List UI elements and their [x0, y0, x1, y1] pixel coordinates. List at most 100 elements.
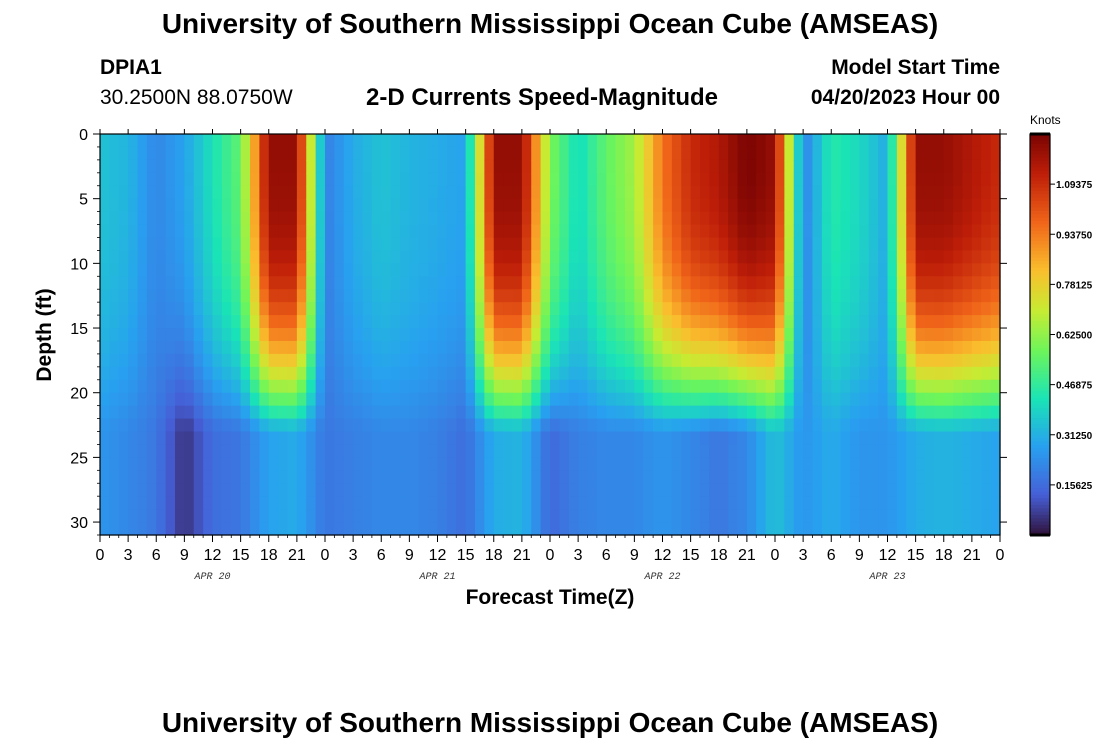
- colorbar-segment: [1030, 167, 1050, 172]
- heatmap-cell: [559, 457, 570, 471]
- heatmap-cell: [212, 146, 223, 161]
- heatmap-cell: [268, 379, 279, 394]
- heatmap-cell: [756, 250, 767, 264]
- heatmap-cell: [334, 366, 345, 381]
- heatmap-cell: [231, 185, 242, 200]
- heatmap-cell: [718, 418, 729, 433]
- heatmap-cell: [128, 146, 139, 161]
- heatmap-cell: [437, 483, 448, 497]
- heatmap-cell: [287, 263, 298, 277]
- heatmap-cell: [953, 392, 964, 407]
- heatmap-cell: [240, 159, 251, 174]
- heatmap-cell: [934, 392, 945, 407]
- heatmap-cell: [484, 379, 495, 394]
- heatmap-cell: [446, 444, 457, 458]
- heatmap-cell: [540, 276, 551, 290]
- heatmap-cell: [981, 159, 992, 174]
- heatmap-cell: [100, 431, 110, 446]
- heatmap-cell: [812, 405, 823, 420]
- heatmap-cell: [653, 444, 664, 458]
- heatmap-cell: [971, 198, 982, 213]
- heatmap-cell: [615, 146, 626, 161]
- heatmap-cell: [700, 509, 710, 523]
- heatmap-cell: [606, 237, 617, 252]
- heatmap-cell: [578, 392, 589, 407]
- heatmap-cell: [118, 289, 129, 303]
- heatmap-cell: [400, 522, 410, 536]
- heatmap-cell: [512, 418, 523, 433]
- heatmap-cell: [250, 159, 260, 174]
- heatmap-cell: [240, 431, 251, 446]
- heatmap-cell: [184, 340, 195, 355]
- heatmap-cell: [165, 522, 176, 536]
- heatmap-cell: [193, 198, 204, 213]
- colorbar-segment: [1030, 381, 1050, 386]
- heatmap-cell: [512, 366, 523, 381]
- heatmap-cell: [371, 198, 382, 213]
- heatmap-cell: [709, 457, 720, 471]
- y-tick-label: 0: [79, 127, 88, 144]
- heatmap-cell: [315, 366, 326, 381]
- heatmap-cell: [503, 185, 514, 200]
- heatmap-cell: [362, 146, 373, 161]
- heatmap-cell: [878, 392, 889, 407]
- heatmap-cell: [390, 315, 401, 329]
- heatmap-cell: [521, 366, 532, 381]
- heatmap-cell: [953, 328, 964, 342]
- heatmap-cell: [606, 379, 617, 394]
- heatmap-cell: [962, 496, 973, 510]
- heatmap-cell: [643, 457, 654, 471]
- heatmap-cell: [503, 483, 514, 497]
- heatmap-cell: [906, 134, 917, 148]
- colorbar-tick-label: 1.09375: [1056, 180, 1093, 191]
- heatmap-cell: [503, 522, 514, 536]
- heatmap-cell: [362, 366, 373, 381]
- heatmap-cell: [212, 276, 223, 290]
- heatmap-cell: [278, 405, 289, 420]
- heatmap-cell: [596, 483, 607, 497]
- heatmap-cell: [287, 379, 298, 394]
- heatmap-cell: [578, 431, 589, 446]
- heatmap-cell: [746, 379, 757, 394]
- heatmap-cell: [775, 340, 785, 355]
- heatmap-cell: [812, 134, 823, 148]
- heatmap-cell: [784, 172, 795, 187]
- heatmap-cell: [671, 198, 682, 213]
- heatmap-cell: [709, 263, 720, 277]
- heatmap-cell: [568, 457, 579, 471]
- heatmap-cell: [821, 328, 832, 342]
- heatmap-cell: [953, 211, 964, 226]
- colorbar-segment: [1030, 244, 1050, 249]
- heatmap-cell: [700, 379, 710, 394]
- heatmap-cell: [681, 509, 692, 523]
- heatmap-cell: [418, 250, 429, 264]
- heatmap-cell: [859, 315, 870, 329]
- heatmap-cell: [137, 159, 148, 174]
- heatmap-cell: [343, 146, 354, 161]
- heatmap-cell: [503, 379, 514, 394]
- heatmap-cell: [671, 250, 682, 264]
- heatmap-cell: [465, 172, 476, 187]
- heatmap-cell: [381, 237, 392, 252]
- heatmap-cell: [887, 224, 898, 239]
- heatmap-cell: [775, 250, 785, 264]
- heatmap-cell: [475, 315, 485, 329]
- heatmap-cell: [353, 276, 364, 290]
- heatmap-cell: [625, 172, 635, 187]
- heatmap-cell: [540, 250, 551, 264]
- heatmap-cell: [128, 134, 139, 148]
- heatmap-cell: [456, 496, 467, 510]
- heatmap-cell: [306, 392, 317, 407]
- heatmap-cell: [700, 237, 710, 252]
- heatmap-cell: [456, 431, 467, 446]
- heatmap-cell: [775, 198, 785, 213]
- heatmap-cell: [128, 185, 139, 200]
- heatmap-cell: [625, 340, 635, 355]
- heatmap-cell: [353, 315, 364, 329]
- heatmap-cell: [212, 250, 223, 264]
- heatmap-cell: [184, 302, 195, 316]
- heatmap-cell: [493, 250, 504, 264]
- heatmap-cell: [662, 134, 673, 148]
- heatmap-cell: [165, 340, 176, 355]
- heatmap-cell: [934, 185, 945, 200]
